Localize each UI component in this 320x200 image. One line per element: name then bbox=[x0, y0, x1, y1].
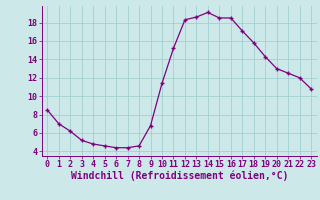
X-axis label: Windchill (Refroidissement éolien,°C): Windchill (Refroidissement éolien,°C) bbox=[70, 171, 288, 181]
